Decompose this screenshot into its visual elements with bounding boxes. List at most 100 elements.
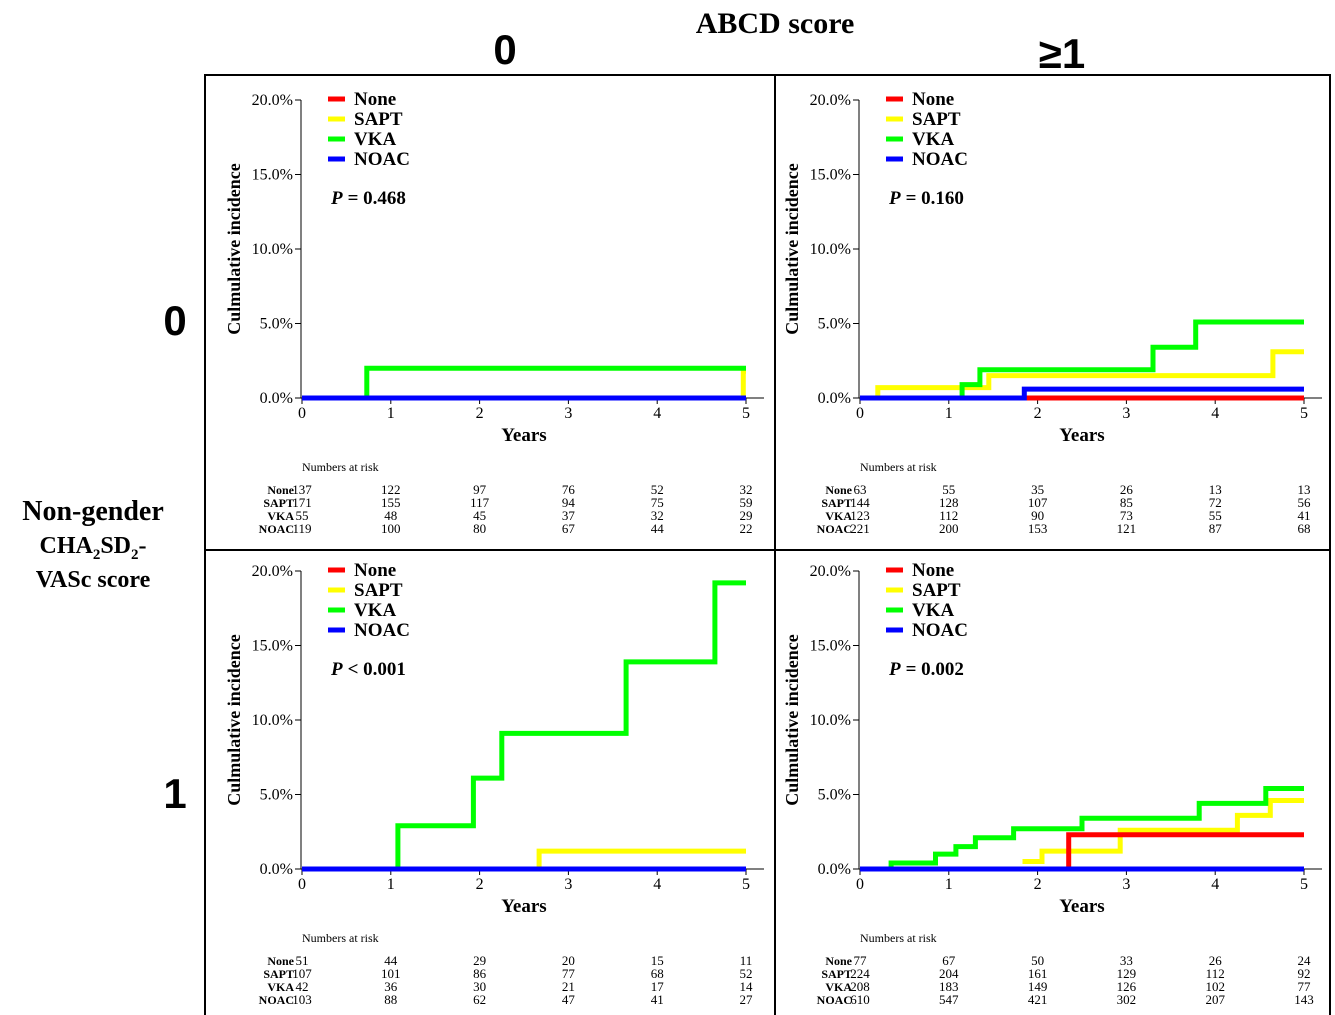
risk-value: 75: [651, 495, 664, 510]
risk-value: 224: [850, 966, 870, 981]
risk-value: 30: [473, 979, 486, 994]
risk-value: 126: [1117, 979, 1137, 994]
legend-label-sapt: SAPT: [354, 580, 403, 601]
x-tick-label: 0: [298, 405, 306, 422]
risk-value: 119: [292, 521, 311, 536]
risk-value: 42: [296, 979, 309, 994]
risk-value: 33: [1120, 953, 1133, 968]
risk-row-label: None: [267, 483, 294, 497]
risk-value: 200: [939, 521, 959, 536]
y-tick-label: 10.0%: [810, 712, 851, 729]
y-tick-label: 0.0%: [818, 390, 851, 407]
x-axis-label: Years: [501, 896, 546, 917]
x-tick-label: 5: [742, 876, 750, 893]
risk-value: 128: [939, 495, 959, 510]
risk-row-label: SAPT: [263, 967, 294, 981]
column-label-0: 0: [493, 26, 516, 73]
risk-row-label: NOAC: [259, 993, 294, 1007]
risk-value: 41: [651, 992, 664, 1007]
x-tick-label: 0: [856, 405, 864, 422]
risk-value: 20: [562, 953, 575, 968]
y-tick-label: 15.0%: [252, 167, 293, 184]
risk-value: 85: [1120, 495, 1133, 510]
risk-value: 143: [1294, 992, 1314, 1007]
risk-value: 36: [384, 979, 398, 994]
risk-value: 55: [296, 508, 309, 523]
risk-value: 86: [473, 966, 487, 981]
y-tick-label: 5.0%: [818, 787, 851, 804]
risk-row-label: NOAC: [817, 993, 852, 1007]
risk-value: 149: [1028, 979, 1048, 994]
risk-value: 26: [1209, 953, 1223, 968]
risk-value: 88: [384, 992, 397, 1007]
risk-row-label: None: [825, 483, 852, 497]
row-header-line-1: Non-gender: [22, 496, 164, 527]
y-tick-label: 0.0%: [818, 861, 851, 878]
risk-value: 29: [740, 508, 753, 523]
risk-value: 73: [1120, 508, 1133, 523]
risk-value: 80: [473, 521, 486, 536]
series-line-vka: [860, 319, 1304, 401]
risk-value: 14: [740, 979, 754, 994]
risk-value: 77: [562, 966, 576, 981]
risk-value: 56: [1298, 495, 1312, 510]
risk-row-label: VKA: [267, 509, 294, 523]
risk-value: 76: [562, 482, 576, 497]
x-tick-label: 3: [564, 876, 572, 893]
y-tick-label: 20.0%: [810, 92, 851, 109]
risk-value: 21: [562, 979, 575, 994]
y-tick-label: 0.0%: [260, 861, 293, 878]
risk-value: 171: [292, 495, 312, 510]
p-value-text: = 0.002: [906, 659, 964, 680]
x-tick-label: 3: [564, 405, 572, 422]
legend-label-vka: VKA: [354, 600, 397, 621]
risk-value: 17: [651, 979, 665, 994]
x-tick-label: 2: [1034, 876, 1042, 893]
y-axis-label: Culmulative incidence: [782, 163, 802, 335]
legend-label-noac: NOAC: [354, 149, 410, 170]
p-value-symbol: P: [330, 659, 343, 680]
legend-label-sapt: SAPT: [354, 109, 403, 130]
risk-value: 103: [292, 992, 312, 1007]
risk-value: 24: [1298, 953, 1312, 968]
risk-value: 52: [651, 482, 664, 497]
risk-value: 92: [1298, 966, 1311, 981]
p-value: P = 0.468: [330, 188, 406, 209]
risk-value: 55: [1209, 508, 1222, 523]
x-axis-label: Years: [1059, 425, 1104, 446]
risk-value: 144: [850, 495, 870, 510]
risk-value: 59: [740, 495, 753, 510]
risk-value: 62: [473, 992, 486, 1007]
column-header: ABCD score: [696, 7, 855, 40]
risk-value: 102: [1205, 979, 1225, 994]
risk-value: 547: [939, 992, 959, 1007]
risk-value: 13: [1298, 482, 1311, 497]
risk-value: 117: [470, 495, 490, 510]
column-label-1: ≥1: [1039, 30, 1085, 77]
chart-panel-1: 0.0%5.0%10.0%15.0%20.0%0 1 2 3 4 5YearsCulmul…: [782, 89, 1322, 536]
legend-label-noac: NOAC: [912, 149, 968, 170]
x-tick-label: 1: [387, 876, 395, 893]
legend-label-vka: VKA: [912, 129, 955, 150]
risk-value: 610: [850, 992, 870, 1007]
risk-row-label: SAPT: [821, 496, 852, 510]
risk-row-label: SAPT: [821, 967, 852, 981]
legend-label-none: None: [354, 89, 396, 110]
row-header-line-2: CHA2SD2-: [39, 533, 146, 563]
risk-row-label: SAPT: [263, 496, 294, 510]
risk-value: 22: [740, 521, 753, 536]
risk-value: 67: [562, 521, 576, 536]
row-header-line-3: VASc score: [36, 567, 151, 593]
y-tick-label: 15.0%: [252, 638, 293, 655]
risk-value: 29: [473, 953, 486, 968]
risk-value: 112: [1206, 966, 1225, 981]
risk-row-label: VKA: [825, 980, 852, 994]
x-tick-label: 4: [653, 876, 661, 893]
y-axis-label: Culmulative incidence: [224, 634, 244, 806]
x-axis-label: Years: [501, 425, 546, 446]
y-tick-label: 5.0%: [260, 316, 293, 333]
y-tick-label: 5.0%: [260, 787, 293, 804]
y-tick-label: 20.0%: [810, 563, 851, 580]
x-tick-label: 1: [945, 876, 953, 893]
risk-value: 67: [942, 953, 956, 968]
